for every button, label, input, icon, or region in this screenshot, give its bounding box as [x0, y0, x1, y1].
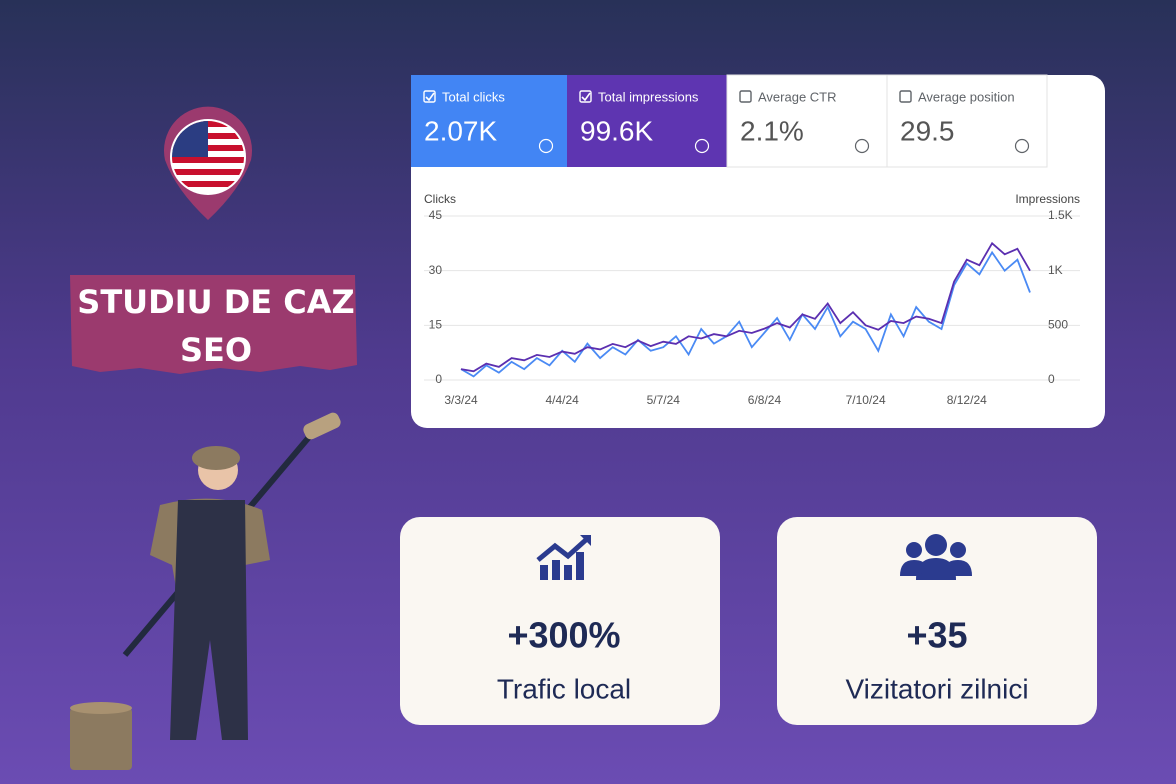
- metric-tile[interactable]: [567, 75, 727, 167]
- stat-card: [400, 517, 720, 725]
- metric-value: 29.5: [900, 115, 955, 146]
- growth-icon: [536, 535, 591, 580]
- stat-label: Trafic local: [497, 673, 631, 704]
- data-line: [460, 250, 1031, 378]
- metric-label: Average CTR: [758, 89, 837, 104]
- flag-pin: [163, 106, 252, 220]
- checkbox: [739, 90, 752, 103]
- metric-label: Total clicks: [442, 89, 505, 104]
- y-tick-label: 45: [429, 208, 443, 222]
- metric-tile[interactable]: [726, 74, 888, 168]
- help-icon: [854, 138, 870, 154]
- help-icon: [538, 138, 554, 154]
- y2-tick-label: 1K: [1048, 263, 1063, 277]
- metric-value: 2.07K: [424, 115, 497, 146]
- checkbox: [579, 90, 592, 103]
- stat-value: +300%: [507, 615, 620, 656]
- help-icon: [694, 138, 710, 154]
- stat-label: Vizitatori zilnici: [845, 673, 1028, 704]
- y-tick-label: 0: [435, 372, 442, 386]
- metric-label: Average position: [918, 89, 1015, 104]
- x-tick-label: 7/10/24: [846, 393, 886, 407]
- y-tick-label: 30: [429, 263, 443, 277]
- checkmark: [425, 92, 435, 102]
- x-tick-label: 3/3/24: [444, 393, 478, 407]
- x-tick-label: 4/4/24: [545, 393, 579, 407]
- metric-tile[interactable]: [886, 74, 1048, 168]
- metric-value: 99.6K: [580, 115, 653, 146]
- y2-tick-label: 500: [1048, 318, 1068, 332]
- y-tick-label: 15: [429, 318, 443, 332]
- people-icon: [900, 534, 972, 580]
- banner: STUDIU DE CAZ SEO: [70, 275, 357, 374]
- stat-value: +35: [906, 615, 967, 656]
- y2-tick-label: 0: [1048, 372, 1055, 386]
- metric-value: 2.1%: [740, 115, 804, 146]
- x-tick-label: 8/12/24: [947, 393, 987, 407]
- help-icon: [1014, 138, 1030, 154]
- banner-subtitle: SEO: [180, 331, 252, 369]
- y-axis-label: Clicks: [424, 192, 456, 206]
- x-tick-label: 6/8/24: [748, 393, 782, 407]
- stat-card: [777, 517, 1097, 725]
- metric-tile[interactable]: [411, 75, 567, 167]
- y2-tick-label: 1.5K: [1048, 208, 1073, 222]
- checkbox: [423, 90, 436, 103]
- painter-illustration: [70, 412, 341, 770]
- banner-title: STUDIU DE CAZ: [77, 283, 354, 321]
- data-line: [460, 241, 1031, 373]
- metric-label: Total impressions: [598, 89, 699, 104]
- checkbox: [899, 90, 912, 103]
- x-tick-label: 5/7/24: [647, 393, 681, 407]
- y2-axis-label: Impressions: [1015, 192, 1080, 206]
- checkmark: [581, 92, 591, 102]
